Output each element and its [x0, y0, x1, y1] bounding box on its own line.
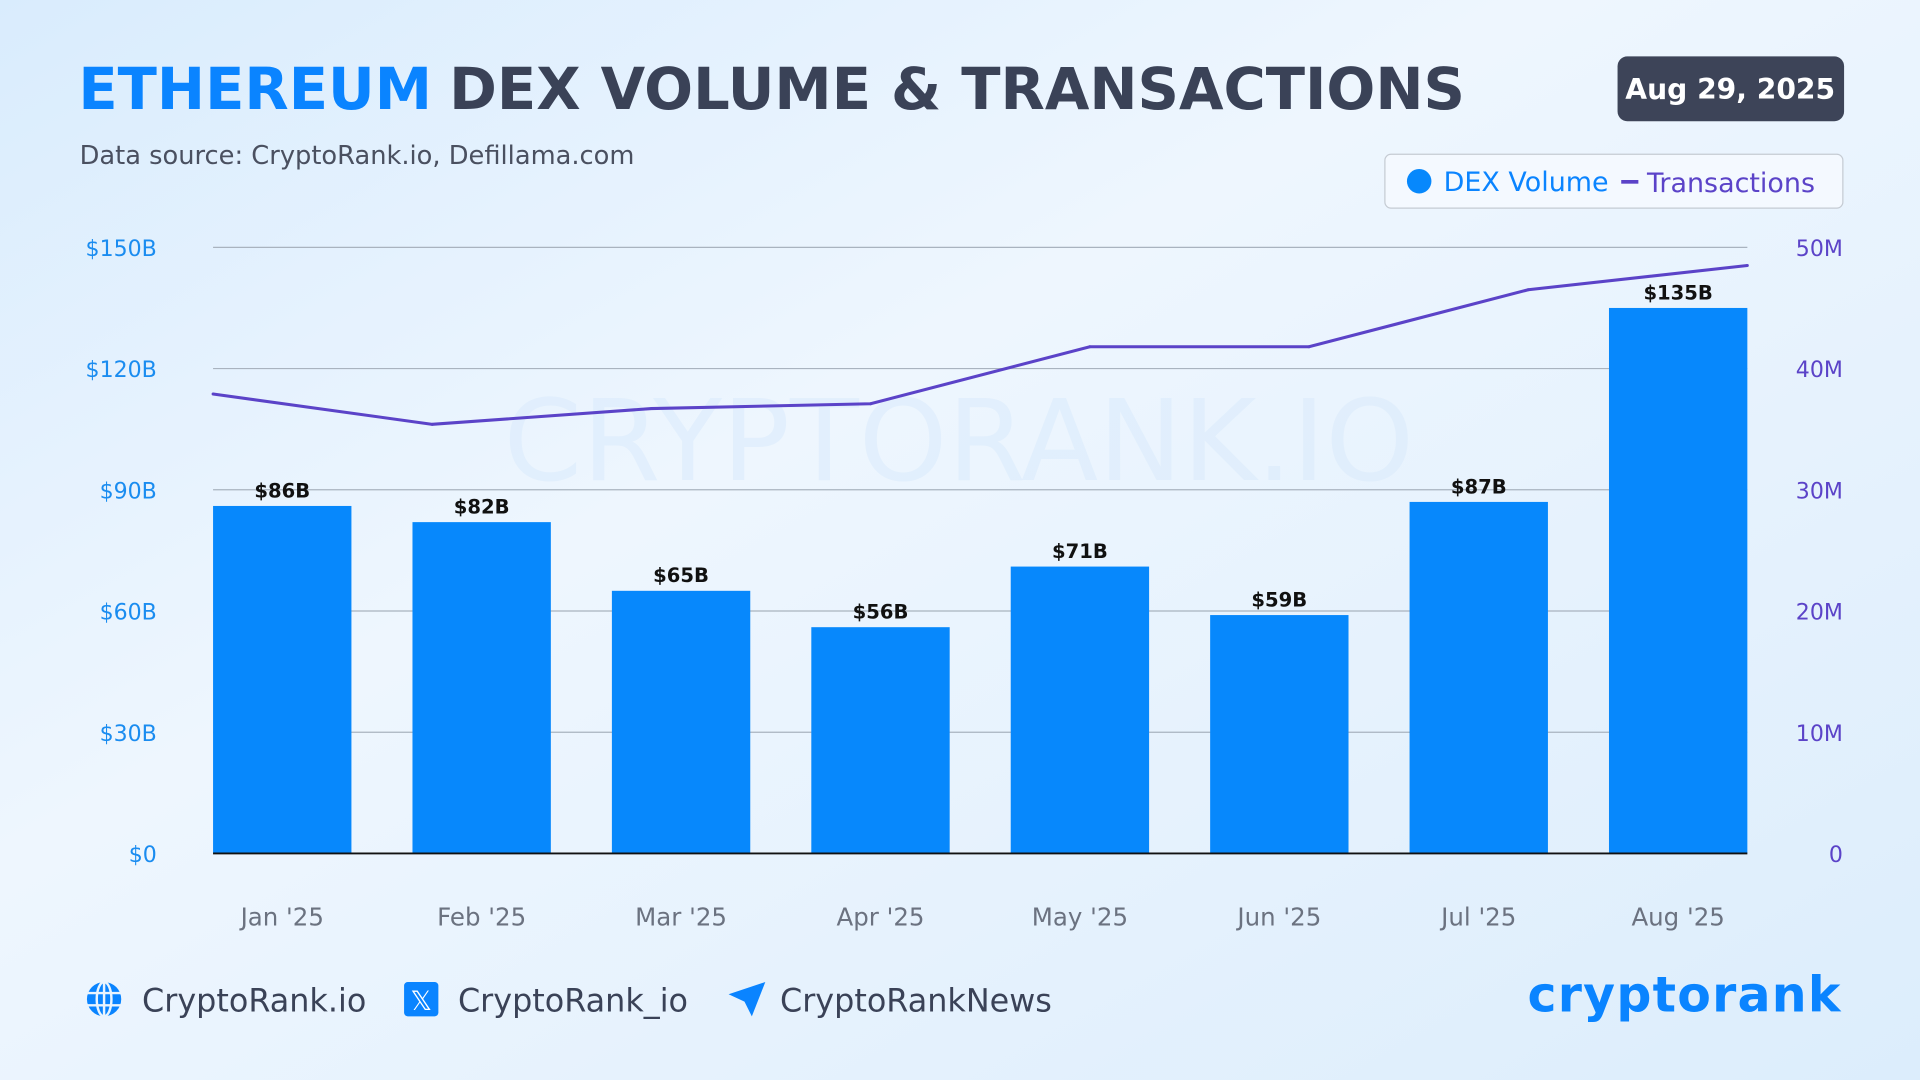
transactions-point-0 [211, 392, 215, 396]
svg-text:𝕏: 𝕏 [410, 986, 432, 1017]
transactions-point-1 [430, 422, 434, 426]
right-tick-label: 40M [1796, 358, 1843, 383]
right-tick-label: 10M [1796, 722, 1843, 747]
bar-2 [611, 590, 751, 854]
bar-value-label: $59B [1251, 588, 1307, 611]
x-tick-label: Aug '25 [1631, 903, 1724, 932]
x-tick-label: Jan '25 [239, 903, 324, 932]
bar-5 [1210, 615, 1349, 854]
subtitle: Data source: CryptoRank.io, Defillama.co… [80, 141, 635, 171]
transactions-point-3 [869, 402, 873, 406]
right-tick-label: 50M [1796, 237, 1843, 262]
bar-1 [412, 522, 551, 854]
bar-0 [213, 505, 352, 854]
left-tick-label: $0 [129, 843, 157, 868]
page-title: ETHEREUM DEX VOLUME & TRANSACTIONS [78, 56, 1465, 123]
x-tick-label: Feb '25 [437, 903, 526, 932]
cryptorank-logo: cryptorank [1528, 966, 1842, 1023]
legend-dex-volume: DEX Volume [1444, 167, 1609, 198]
transactions-line [212, 264, 1748, 426]
left-tick-label: $90B [100, 479, 157, 504]
bar-value-label: $87B [1451, 475, 1507, 498]
legend-transactions: Transactions [1646, 168, 1815, 199]
bar-value-label: $56B [853, 601, 909, 624]
right-tick-label: 30M [1796, 479, 1843, 504]
transactions-point-7 [1745, 264, 1749, 267]
legend: DEX Volume Transactions [1384, 153, 1844, 209]
x-tick-label: Apr '25 [837, 903, 925, 932]
transactions-point-2 [649, 407, 653, 411]
bar-7 [1608, 307, 1748, 854]
bar-value-label: $82B [454, 496, 510, 519]
bar-value-label: $71B [1052, 540, 1108, 563]
website-link[interactable]: CryptoRank.io [142, 981, 366, 1019]
transactions-point-4 [1088, 345, 1092, 349]
left-tick-label: $60B [100, 601, 157, 626]
date-badge [1617, 56, 1845, 122]
x-tick-label: May '25 [1032, 903, 1128, 932]
left-tick-label: $120B [86, 358, 157, 383]
date-text: Aug 29, 2025 [1625, 73, 1835, 106]
title-rest: DEX VOLUME & TRANSACTIONS [449, 56, 1465, 123]
x-tick-label: Mar '25 [635, 903, 727, 932]
footer: CryptoRank.io 𝕏 CryptoRank_io CryptoRank… [86, 966, 1842, 1023]
legend-dex-volume-marker [1406, 168, 1432, 194]
left-tick-label: $30B [100, 722, 157, 747]
telegram-link[interactable]: CryptoRankNews [780, 981, 1052, 1019]
title-highlight: ETHEREUM [78, 56, 432, 123]
globe-icon [86, 980, 122, 1018]
bar-value-label: $86B [254, 479, 310, 502]
bar-value-label: $135B [1643, 281, 1712, 304]
watermark: CRYPTORANK.IO [504, 375, 1414, 507]
transactions-point-5 [1307, 345, 1311, 349]
telegram-icon [728, 982, 766, 1017]
left-tick-label: $150B [86, 237, 157, 262]
x-link[interactable]: CryptoRank_io [458, 981, 688, 1019]
bar-6 [1409, 501, 1548, 854]
transactions-point-6 [1526, 288, 1530, 292]
bar-4 [1010, 566, 1150, 854]
legend-transactions-marker [1621, 180, 1639, 184]
bar-3 [811, 627, 950, 854]
bar-value-label: $65B [653, 564, 709, 587]
right-tick-label: 20M [1796, 601, 1843, 626]
right-tick-label: 0 [1829, 843, 1843, 868]
x-tick-label: Jul '25 [1439, 903, 1516, 932]
x-tick-label: Jun '25 [1235, 903, 1321, 932]
x-icon: 𝕏 [404, 982, 439, 1017]
